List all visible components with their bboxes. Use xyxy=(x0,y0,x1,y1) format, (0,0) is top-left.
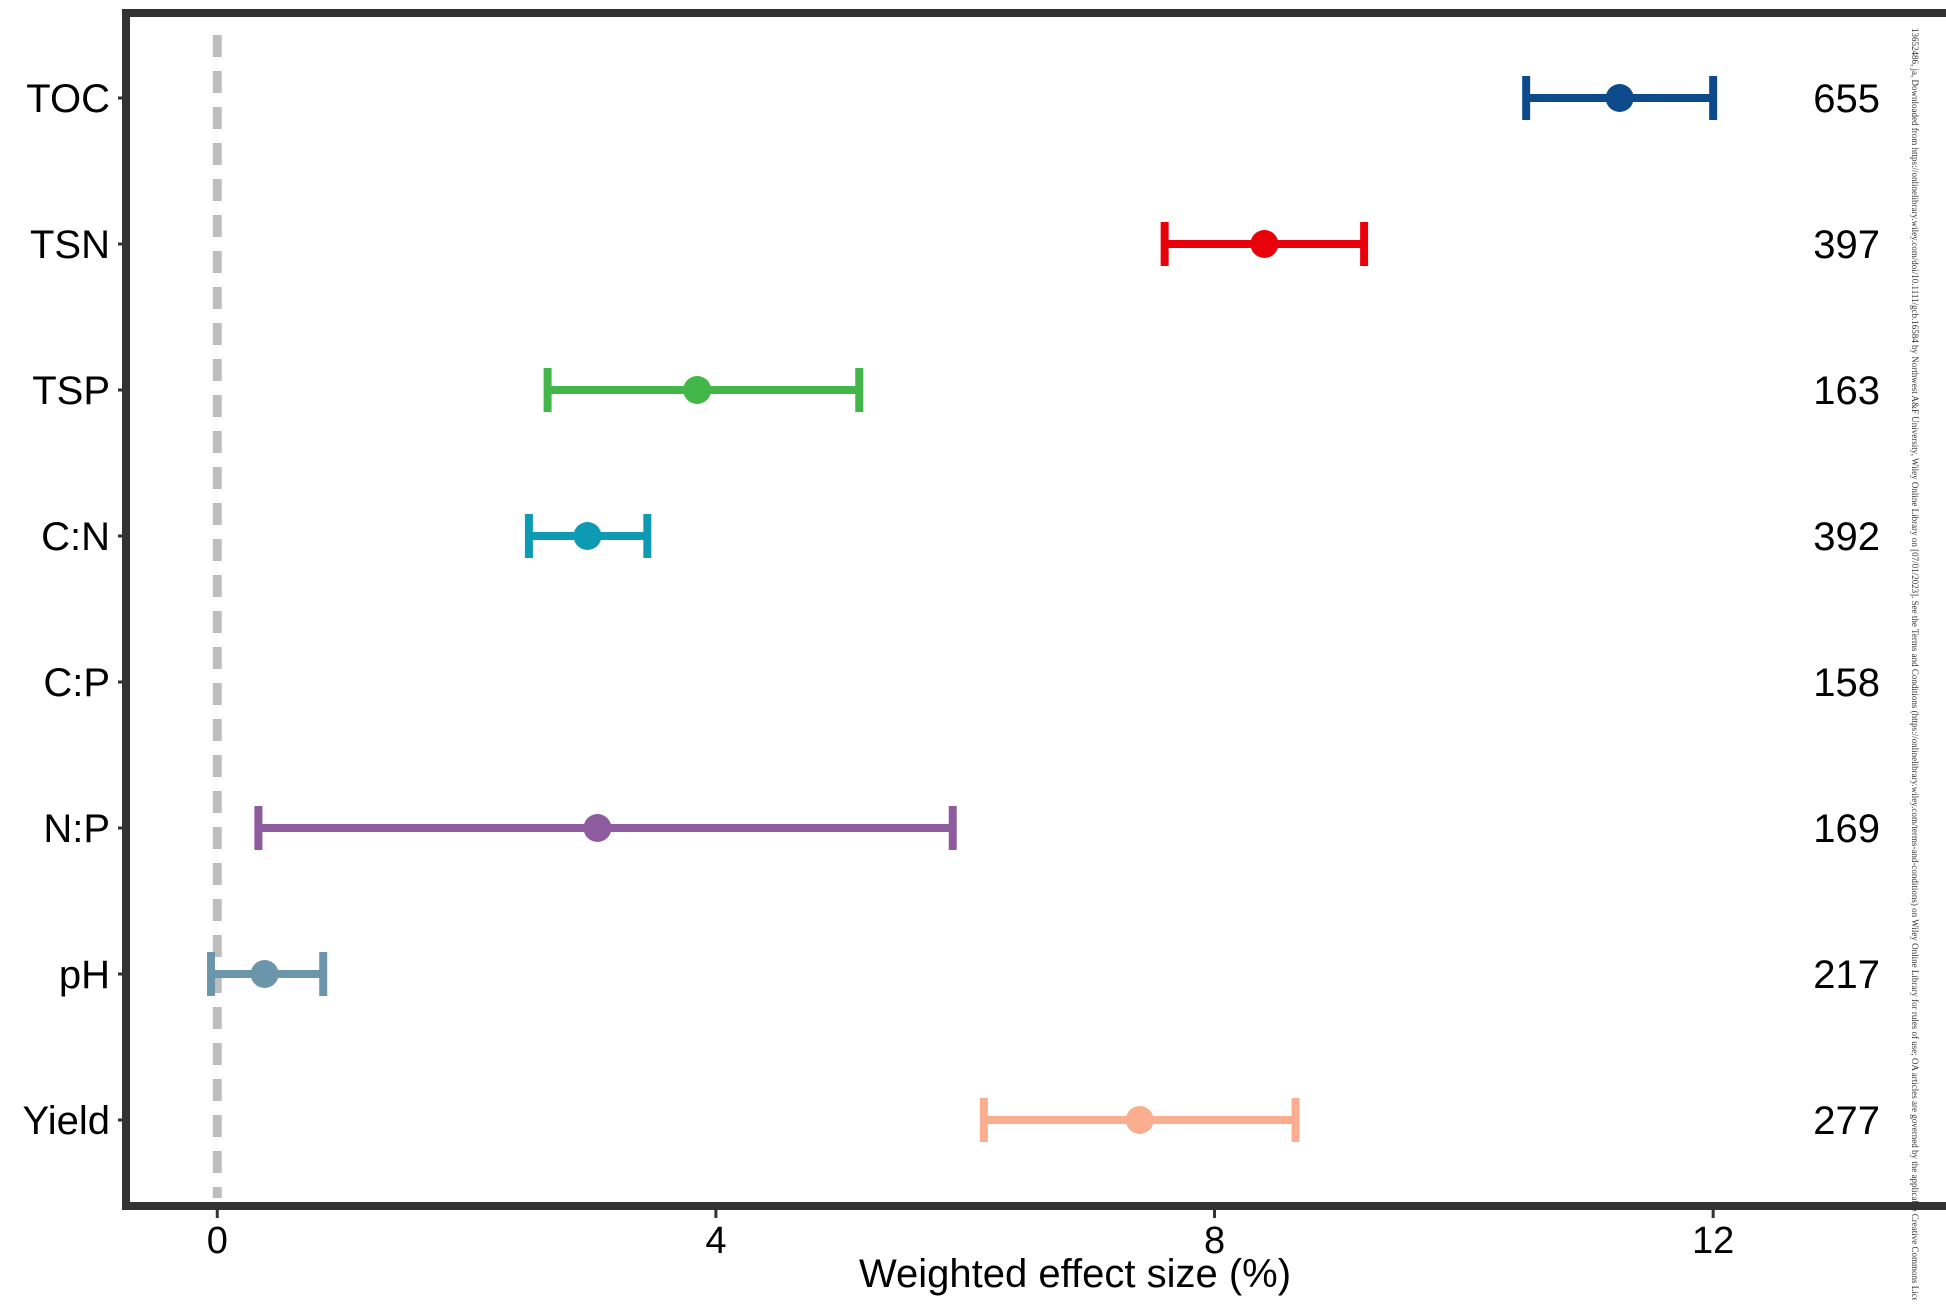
mean-point-yield xyxy=(1125,1106,1154,1134)
mean-point-n-p xyxy=(583,814,612,842)
sample-size-toc: 655 xyxy=(1813,77,1880,121)
row-marks-tsp xyxy=(543,368,864,412)
x-tick-label-0: 0 xyxy=(207,1220,228,1262)
category-label-c-p: C:P xyxy=(43,661,110,705)
x-tick-label-12: 12 xyxy=(1692,1220,1734,1262)
sample-size-tsp: 163 xyxy=(1813,369,1880,413)
sample-size-c-p: 158 xyxy=(1813,661,1880,705)
sample-size-ph: 217 xyxy=(1813,953,1880,997)
row-marks-toc xyxy=(1522,76,1718,120)
x-tick-label-8: 8 xyxy=(1204,1220,1225,1262)
category-label-n-p: N:P xyxy=(43,807,110,851)
category-label-tsn: TSN xyxy=(30,223,110,267)
side-note-text: 13652486, ja, Downloaded from https://on… xyxy=(1910,28,1920,1300)
mean-point-ph xyxy=(250,960,279,988)
mean-point-toc xyxy=(1605,84,1634,112)
category-label-toc: TOC xyxy=(26,77,110,121)
mean-point-c-n xyxy=(573,522,602,550)
row-marks-yield xyxy=(979,1098,1300,1142)
mean-point-tsn xyxy=(1250,230,1279,258)
sample-size-n-p: 169 xyxy=(1813,807,1880,851)
sample-size-labels: 655 397 163 392 158 169 217 277 xyxy=(1813,77,1880,1143)
sample-size-tsn: 397 xyxy=(1813,223,1880,267)
x-axis: 0 4 8 12 xyxy=(207,1210,1734,1262)
x-tick-label-4: 4 xyxy=(705,1220,726,1262)
mean-point-tsp xyxy=(683,376,712,404)
plot-frame xyxy=(122,9,1946,1210)
x-axis-title: Weighted effect size (%) xyxy=(859,1252,1291,1296)
category-label-c-n: C:N xyxy=(41,515,110,559)
row-marks-n-p xyxy=(254,806,957,850)
y-axis-labels: TOC TSN TSP C:N C:P N:P pH Yield xyxy=(23,77,126,1143)
category-label-tsp: TSP xyxy=(32,369,110,413)
category-label-ph: pH xyxy=(59,953,110,997)
sample-size-yield: 277 xyxy=(1813,1099,1880,1143)
category-label-yield: Yield xyxy=(23,1099,110,1143)
sample-size-c-n: 392 xyxy=(1813,515,1880,559)
row-marks-c-n xyxy=(524,514,652,558)
row-marks-ph xyxy=(207,952,328,996)
data-marks-layer xyxy=(207,76,1718,1142)
row-marks-tsn xyxy=(1160,222,1369,266)
